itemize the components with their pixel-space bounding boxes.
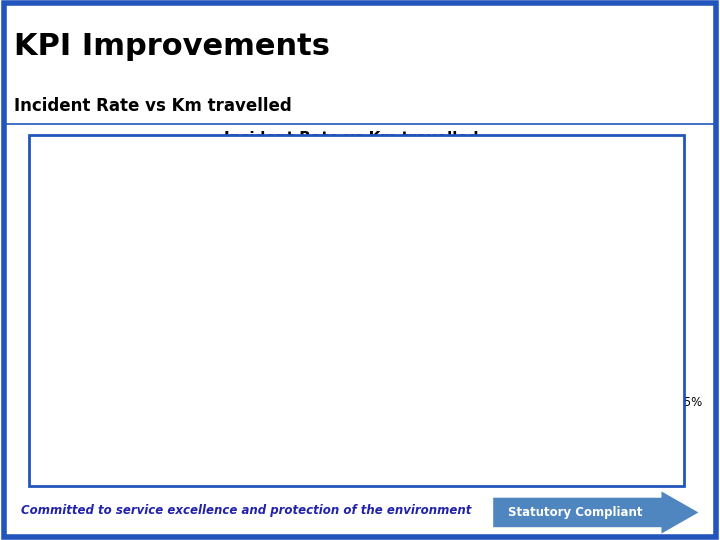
- Text: International
benchmark 7.5%: International benchmark 7.5%: [603, 381, 703, 409]
- Text: Incident Rate vs Km travelled: Incident Rate vs Km travelled: [14, 97, 292, 115]
- Text: Incident Rate %: Incident Rate %: [491, 210, 584, 219]
- Title: Incident Rate vs Km travelled: Incident Rate vs Km travelled: [224, 131, 478, 146]
- Text: KPI Improvements: KPI Improvements: [14, 32, 330, 62]
- Text: Statutory Compliant: Statutory Compliant: [508, 506, 642, 519]
- Polygon shape: [493, 491, 698, 534]
- Text: Accident rate %
Km travelled: Accident rate % Km travelled: [44, 307, 66, 400]
- Text: Committed to service excellence and protection of the environment: Committed to service excellence and prot…: [22, 504, 472, 517]
- Text: x 1mil km: x 1mil km: [491, 239, 549, 249]
